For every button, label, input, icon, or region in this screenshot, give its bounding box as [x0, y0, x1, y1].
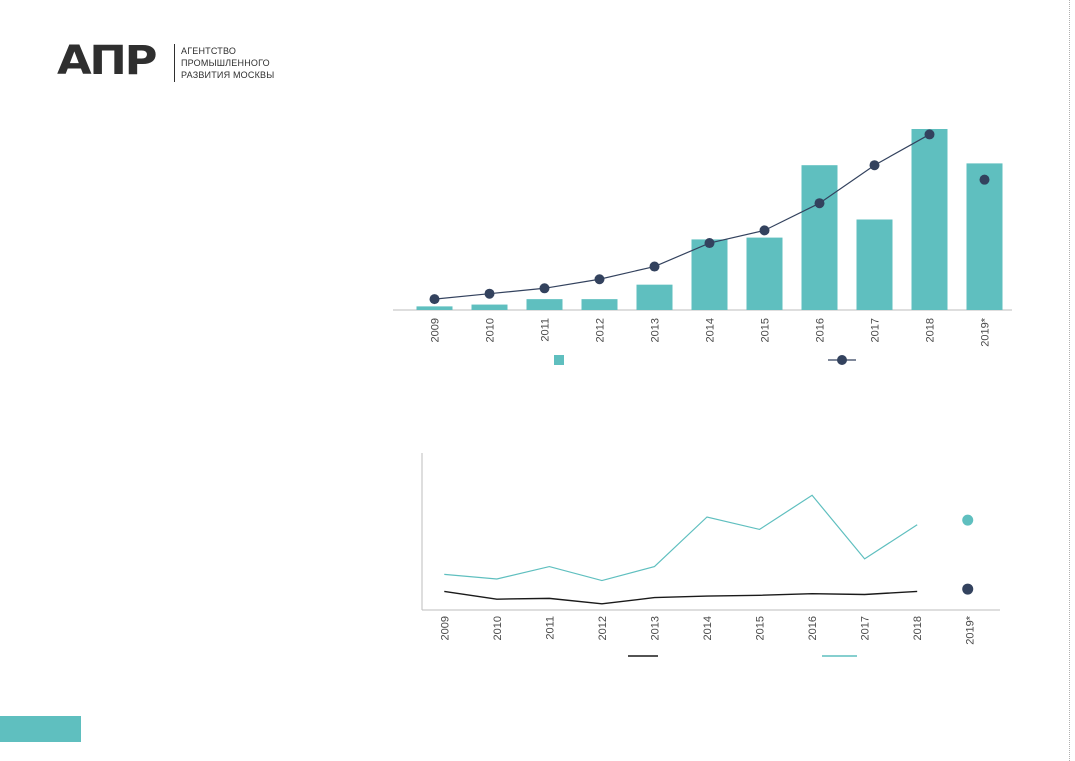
point-2011 — [539, 283, 550, 294]
tick-label-2009: 2009 — [430, 318, 442, 342]
bar-2015 — [746, 237, 783, 310]
bar-2017 — [856, 219, 893, 310]
point-2018 — [924, 129, 935, 140]
point-2013 — [649, 261, 660, 272]
bar-2018 — [911, 129, 948, 310]
tick-label-2013: 2013 — [650, 318, 662, 342]
tick-label-2014: 2014 — [705, 318, 717, 342]
tick-label-2009: 2009 — [439, 616, 451, 640]
point-2010 — [484, 288, 495, 299]
tick-label-2012: 2012 — [595, 318, 607, 342]
teal-accent-block — [0, 716, 81, 742]
tick-label-2016: 2016 — [807, 616, 819, 640]
legend-bar-swatch — [554, 355, 564, 365]
tick-label-2012: 2012 — [597, 616, 609, 640]
tick-label-2011: 2011 — [544, 616, 556, 640]
tick-label-2015: 2015 — [760, 318, 772, 342]
bar-2010 — [471, 304, 508, 310]
tick-label-2019*: 2019* — [965, 615, 977, 644]
point-2012 — [594, 274, 605, 285]
tick-label-2010: 2010 — [492, 616, 504, 640]
trend-line — [434, 133, 930, 300]
tick-label-2010: 2010 — [485, 318, 497, 342]
tick-label-2017: 2017 — [860, 616, 872, 640]
teal-series-forecast-point — [962, 514, 974, 526]
point-2015 — [759, 225, 770, 236]
logo-line-3: РАЗВИТИЯ МОСКВЫ — [181, 70, 275, 80]
point-2014 — [704, 238, 715, 249]
tick-label-2018: 2018 — [925, 318, 937, 342]
logo-line-1: АГЕНТСТВО — [181, 46, 237, 56]
black-series-forecast-point — [962, 583, 974, 595]
logo-line-2: ПРОМЫШЛЕННОГО — [181, 58, 270, 68]
bar-2012 — [581, 299, 618, 310]
bar-2019* — [966, 163, 1003, 310]
logo-text: АГЕНТСТВО ПРОМЫШЛЕННОГО РАЗВИТИЯ МОСКВЫ — [181, 45, 274, 81]
logo-mark: АПР — [57, 38, 158, 84]
point-2019* — [979, 174, 990, 185]
tick-label-2019*: 2019* — [980, 317, 992, 346]
bar-2009 — [416, 306, 453, 310]
point-2017 — [869, 160, 880, 171]
teal-series-line — [444, 494, 918, 582]
tick-label-2017: 2017 — [870, 318, 882, 342]
bar-2016 — [801, 165, 838, 310]
point-2009 — [429, 294, 440, 305]
legend-line-marker — [837, 355, 847, 365]
bar-2014 — [691, 239, 728, 310]
tick-label-2015: 2015 — [755, 616, 767, 640]
tick-label-2016: 2016 — [815, 318, 827, 342]
black-series-line — [444, 590, 918, 605]
bar-2013 — [636, 284, 673, 310]
apr-logo: АПР АГЕНТСТВО ПРОМЫШЛЕННОГО РАЗВИТИЯ МОС… — [57, 38, 287, 84]
point-2016 — [814, 198, 825, 209]
bar-2011 — [526, 299, 563, 310]
page-edge-divider — [1069, 0, 1070, 761]
logo-divider — [174, 44, 175, 82]
tick-label-2018: 2018 — [912, 616, 924, 640]
tick-label-2014: 2014 — [702, 616, 714, 640]
tick-label-2011: 2011 — [540, 318, 552, 342]
tick-label-2013: 2013 — [649, 616, 661, 640]
